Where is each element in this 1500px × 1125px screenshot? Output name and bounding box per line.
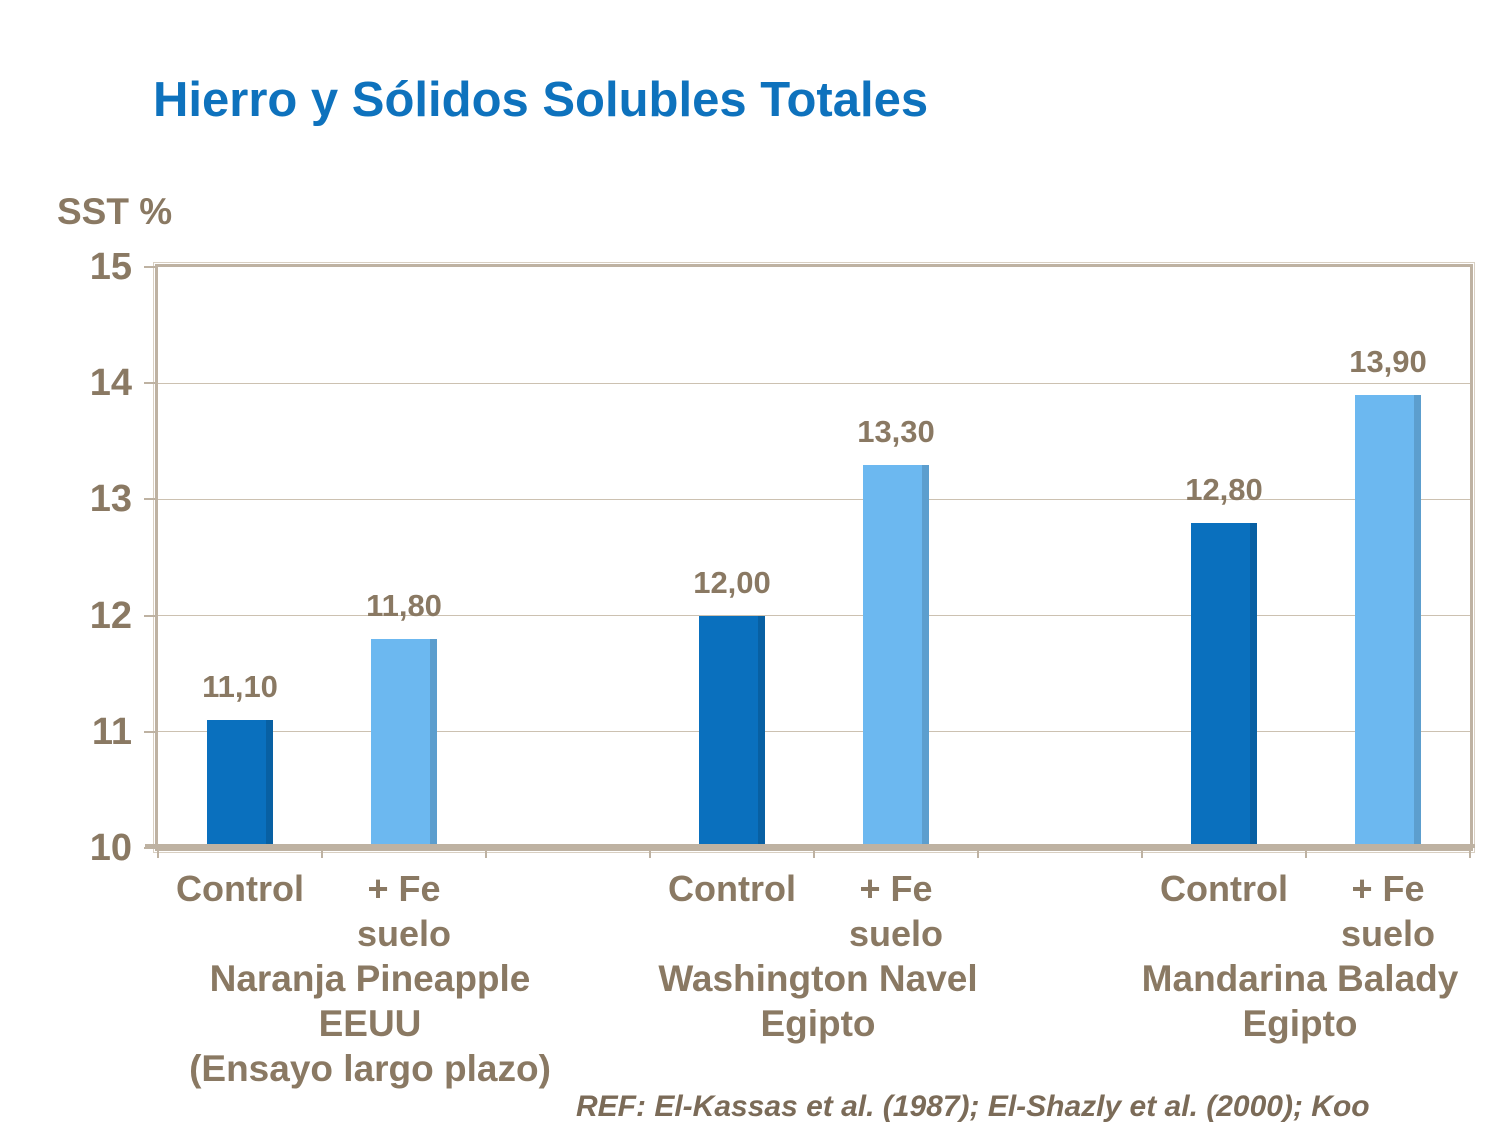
x-label-line: + Fe (367, 868, 441, 909)
group-label-line: Mandarina Balady (1141, 958, 1459, 999)
plot-area (153, 262, 1475, 853)
x-label-control-group1: Control (176, 868, 304, 909)
bar-control-group3 (1191, 522, 1257, 848)
value-label-fe-suelo-group1: 11,80 (366, 587, 442, 623)
x-axis-tick-0 (157, 848, 159, 858)
y-tick-label-11: 11 (91, 710, 132, 753)
y-axis-label: SST % (57, 191, 173, 232)
value-label-control-group1: 11,10 (202, 669, 278, 705)
x-label-line: + Fe (1351, 868, 1425, 909)
x-axis-tick-8 (1469, 848, 1471, 858)
x-label-fe-suelo-group2: + Fe suelo (746, 866, 1046, 956)
bar-fe-suelo-group3 (1355, 394, 1421, 848)
y-axis-tick-11 (144, 730, 158, 733)
reference-text: REF: El-Kassas et al. (1987); El-Shazly … (576, 1090, 1370, 1123)
group-label-line: (Ensayo largo plazo) (189, 1048, 551, 1089)
y-tick-label-15: 15 (89, 246, 132, 288)
group-label-line: Washington Navel (658, 958, 978, 999)
group-label-line: Naranja Pineapple (209, 958, 531, 999)
group-label-line: Egipto (760, 1003, 876, 1044)
x-label-fe-suelo-group3: + Fe suelo (1238, 866, 1500, 956)
x-axis-tick-4 (813, 848, 815, 858)
gridline-14 (158, 382, 1470, 384)
y-axis-tick-14 (144, 382, 158, 385)
y-axis-tick-13 (144, 498, 158, 501)
gridline-11 (158, 731, 1470, 733)
x-label-line: suelo (1340, 913, 1436, 954)
bar-fe-suelo-group1 (371, 638, 437, 848)
x-label-control-group3: Control (1160, 868, 1288, 909)
bar-control-group1 (207, 720, 273, 848)
y-tick-label-12: 12 (89, 594, 132, 637)
x-label-line: suelo (356, 913, 452, 954)
gridline-12 (158, 615, 1470, 617)
x-axis-tick-6 (1141, 848, 1143, 858)
value-label-control-group3: 12,80 (1185, 471, 1263, 507)
group-label-washington-navel: Washington Navel Egipto (658, 956, 977, 1046)
y-tick-label-14: 14 (89, 362, 132, 405)
x-axis-tick-1 (321, 848, 323, 858)
value-label-fe-suelo-group2: 13,30 (857, 413, 935, 449)
x-axis-tick-5 (977, 848, 979, 858)
x-axis-tick-2 (485, 848, 487, 858)
x-label-line: suelo (848, 913, 944, 954)
bar-fe-suelo-group2 (863, 464, 929, 848)
gridline-13 (158, 498, 1470, 500)
y-axis-tick-12 (144, 614, 158, 617)
group-label-line: EEUU (318, 1003, 422, 1044)
chart-title: Hierro y Sólidos Solubles Totales (153, 73, 929, 127)
y-axis-tick-15 (144, 266, 158, 268)
bar-control-group2 (699, 615, 765, 848)
value-label-control-group2: 12,00 (693, 564, 771, 600)
group-label-mandarina-balady: Mandarina Balady Egipto (1142, 956, 1459, 1046)
y-axis-tick-10 (144, 847, 158, 849)
group-label-line: Egipto (1242, 1003, 1358, 1044)
x-label-control-group2: Control (668, 868, 796, 909)
x-axis-line (145, 844, 1475, 848)
value-label-fe-suelo-group3: 13,90 (1349, 343, 1427, 379)
group-label-naranja-pineapple: Naranja Pineapple EEUU (Ensayo largo plazo… (189, 956, 551, 1091)
x-label-line: + Fe (859, 868, 933, 909)
x-axis-tick-7 (1305, 848, 1307, 858)
y-tick-label-13: 13 (89, 478, 132, 521)
x-axis-tick-3 (649, 848, 651, 858)
x-label-fe-suelo-group1: + Fe suelo (254, 866, 554, 956)
y-tick-label-10: 10 (89, 827, 132, 869)
